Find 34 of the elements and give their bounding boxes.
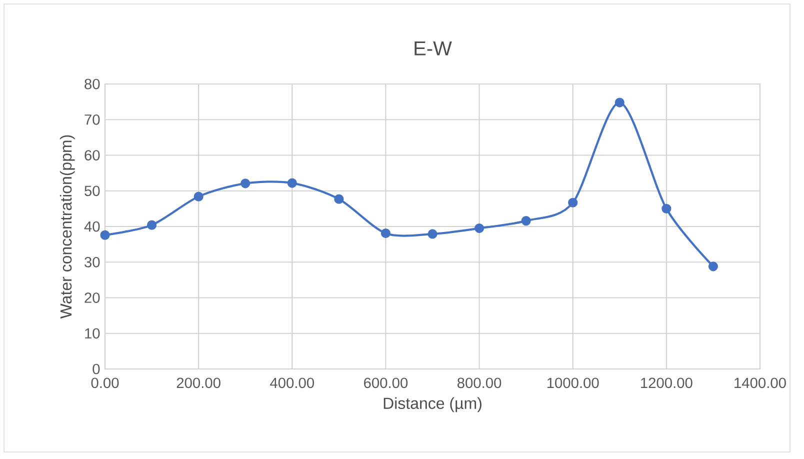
y-tick-label: 80 [84,78,100,90]
point [428,229,438,239]
point [380,228,391,238]
x-axis-title: Distance (µm) [384,397,482,412]
point [287,178,297,188]
point [194,192,204,202]
x-tick-label: 600.00 [364,378,408,388]
point [100,230,110,240]
point [521,216,531,226]
y-tick-label: 70 [84,114,100,125]
chart-title: E-W [414,42,452,56]
y-tick-label: 50 [84,186,100,196]
x-tick-label: 1200.00 [641,378,692,388]
point [474,223,484,234]
y-tick-label: 20 [84,292,100,303]
y-axis-title: Water concentration(ppm) [60,135,75,319]
x-tick-label: 1000.00 [547,378,599,388]
y-tick-label: 60 [84,150,100,160]
point [240,178,250,188]
point [614,98,624,108]
point [662,204,672,214]
x-tick-label: 0.00 [91,378,119,388]
x-tick-label: 200.00 [176,378,220,388]
point [334,194,344,204]
x-tick-label: 400.00 [270,378,314,388]
x-tick-label: 800.00 [457,378,502,388]
y-tick-label: 10 [85,328,100,339]
point [146,220,157,230]
point [568,198,578,208]
y-tick-label: 30 [84,256,100,268]
point [708,262,718,272]
y-tick-label: 40 [84,221,100,232]
y-tick-label: 0 [92,364,100,374]
x-tick-label: 1400.00 [734,378,786,388]
